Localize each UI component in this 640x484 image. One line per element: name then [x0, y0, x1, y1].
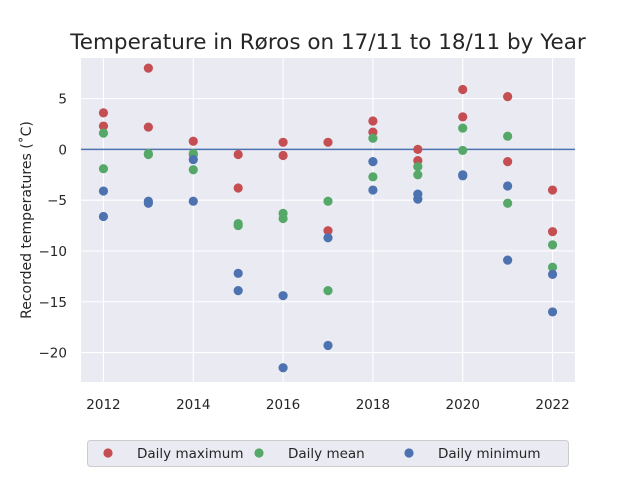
daily-mean-point: [547, 262, 558, 272]
daily-minimum-point: [278, 363, 288, 373]
daily-mean-point: [458, 123, 468, 133]
x-axis-ticks: 2012 2014 2016 2018 2020 2022: [86, 397, 569, 413]
y-axis-label: Recorded temperatures (˚C): [18, 121, 35, 319]
daily-maximum-point: [503, 156, 513, 167]
daily-minimum-point: [413, 194, 423, 204]
daily-mean-point: [323, 285, 333, 296]
plot-area: [81, 58, 575, 382]
daily-mean-point: [547, 240, 558, 250]
x-tick-label: 2014: [176, 397, 210, 413]
daily-minimum-point: [188, 154, 198, 165]
y-tick-label: −10: [39, 244, 68, 260]
y-tick-label: −5: [47, 193, 67, 209]
legend-label-daily-mean: Daily mean: [288, 446, 365, 462]
y-tick-label: 0: [58, 142, 67, 158]
legend-label-daily-maximum: Daily maximum: [137, 446, 243, 462]
daily-mean-point: [143, 149, 153, 160]
daily-maximum-point: [188, 136, 198, 146]
daily-minimum-point: [143, 198, 153, 208]
daily-minimum-point: [368, 185, 378, 195]
daily-minimum-point: [98, 186, 109, 196]
legend-marker-daily-mean: [254, 448, 264, 458]
x-tick-label: 2016: [266, 397, 300, 413]
daily-minimum-point: [458, 171, 468, 181]
chart-title: Temperature in Røros on 17/11 to 18/11 b…: [69, 30, 586, 55]
x-tick-label: 2018: [356, 397, 390, 413]
daily-maximum-point: [278, 150, 288, 161]
daily-maximum-point: [98, 108, 109, 118]
daily-minimum-point: [368, 156, 378, 167]
daily-mean-point: [503, 131, 513, 141]
daily-maximum-point: [503, 91, 513, 102]
daily-minimum-point: [233, 268, 243, 278]
y-axis-ticks: 5 0 −5 −10 −15 −20: [39, 92, 68, 362]
legend: Daily maximum Daily mean Daily minimum: [87, 440, 569, 467]
x-tick-label: 2022: [535, 397, 569, 413]
daily-maximum-point: [233, 149, 243, 160]
daily-minimum-point: [547, 269, 558, 279]
daily-maximum-point: [547, 185, 558, 195]
daily-maximum-point: [278, 137, 288, 147]
daily-maximum-point: [458, 112, 468, 122]
daily-mean-point: [233, 220, 243, 231]
daily-minimum-point: [233, 285, 243, 296]
y-tick-label: 5: [58, 92, 67, 108]
x-tick-label: 2020: [446, 397, 480, 413]
daily-mean-point: [188, 165, 198, 175]
daily-maximum-point: [413, 144, 423, 155]
daily-maximum-point: [368, 116, 378, 126]
daily-mean-point: [278, 213, 288, 224]
legend-box: [87, 440, 569, 467]
legend-label-daily-minimum: Daily minimum: [438, 446, 541, 462]
daily-minimum-point: [323, 340, 333, 351]
daily-minimum-point: [547, 307, 558, 317]
legend-marker-daily-maximum: [103, 448, 113, 458]
data-points: [98, 63, 558, 373]
daily-maximum-point: [233, 183, 243, 193]
daily-mean-point: [98, 128, 109, 138]
legend-marker-daily-minimum: [404, 448, 414, 458]
daily-minimum-point: [98, 211, 109, 222]
daily-minimum-point: [278, 291, 288, 301]
daily-mean-point: [413, 170, 423, 180]
daily-maximum-point: [98, 121, 109, 131]
y-tick-label: −15: [39, 295, 68, 311]
daily-minimum-point: [503, 255, 513, 265]
daily-mean-point: [503, 198, 513, 208]
y-tick-label: −20: [39, 346, 68, 362]
daily-maximum-point: [458, 84, 468, 95]
daily-maximum-point: [143, 63, 153, 73]
daily-mean-point: [458, 145, 468, 156]
daily-maximum-point: [143, 122, 153, 132]
daily-mean-point: [323, 196, 333, 206]
daily-minimum-point: [503, 181, 513, 191]
daily-maximum-point: [323, 137, 333, 147]
daily-mean-point: [368, 133, 378, 143]
daily-mean-point: [413, 162, 423, 172]
daily-mean-point: [368, 172, 378, 182]
daily-minimum-point: [188, 196, 198, 206]
daily-mean-point: [98, 164, 109, 174]
daily-maximum-point: [323, 226, 333, 236]
x-tick-label: 2012: [86, 397, 120, 413]
daily-maximum-point: [547, 227, 558, 237]
daily-minimum-point: [323, 233, 333, 243]
